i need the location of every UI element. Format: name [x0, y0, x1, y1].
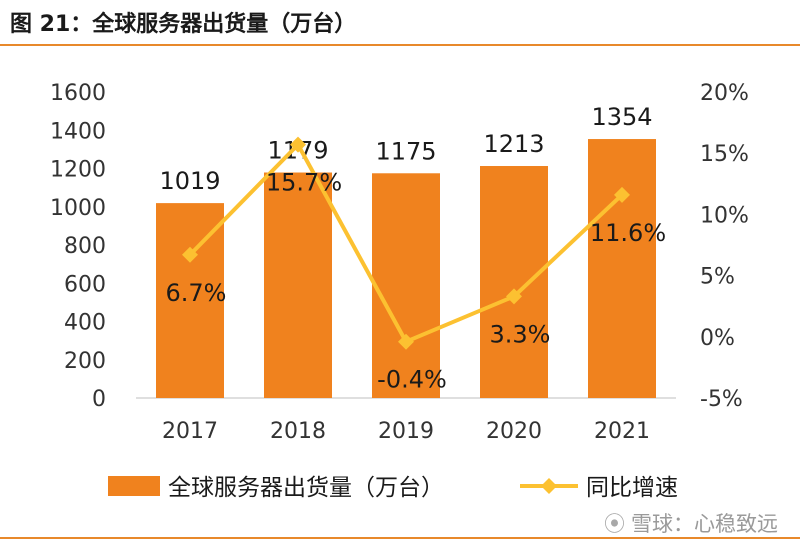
y-left-tick-label: 400 [64, 311, 106, 336]
legend-bar-label: 全球服务器出货量（万台） [168, 475, 444, 501]
legend-line-label: 同比增速 [586, 475, 678, 501]
growth-point [290, 136, 306, 153]
y-right-tick-label: 10% [700, 203, 749, 228]
bar-value-label: 1019 [159, 167, 220, 195]
x-tick-label: 2017 [162, 419, 218, 444]
bar-value-label: 1213 [483, 130, 544, 158]
legend-bar-swatch [108, 476, 160, 496]
growth-value-label: 3.3% [490, 320, 551, 348]
y-left-tick-label: 1400 [50, 119, 106, 144]
bar [264, 172, 332, 398]
bottom-rule [0, 537, 800, 539]
y-left-tick-label: 800 [64, 234, 106, 259]
growth-point [182, 246, 198, 263]
x-tick-label: 2018 [270, 419, 326, 444]
growth-value-label: 6.7% [166, 279, 227, 307]
x-tick-label: 2021 [594, 419, 650, 444]
growth-value-label: 15.7% [266, 169, 342, 197]
y-left-tick-label: 600 [64, 272, 106, 297]
y-right-tick-label: -5% [700, 387, 743, 412]
snowball-logo-icon: ⦿ [604, 512, 625, 536]
y-right-tick-label: 15% [700, 142, 749, 167]
y-left-tick-label: 0 [92, 387, 106, 412]
y-right-tick-label: 20% [700, 81, 749, 106]
y-left-tick-label: 1000 [50, 196, 106, 221]
watermark: ⦿ 雪球：心稳致远 [604, 508, 778, 538]
legend-line-marker [541, 478, 557, 494]
y-left-tick-label: 1200 [50, 158, 106, 183]
bar-value-label: 1175 [375, 137, 436, 165]
y-left-tick-label: 1600 [50, 81, 106, 106]
growth-point [398, 333, 414, 350]
growth-value-label: 11.6% [590, 219, 666, 247]
bar [156, 203, 224, 398]
growth-point [614, 186, 630, 203]
watermark-text: 雪球：心稳致远 [631, 512, 778, 536]
y-right-tick-label: 0% [700, 326, 735, 351]
bar-value-label: 1354 [591, 103, 652, 131]
top-rule [0, 44, 800, 46]
growth-point [506, 288, 522, 305]
bar [588, 139, 656, 399]
x-tick-label: 2019 [378, 419, 434, 444]
x-tick-label: 2020 [486, 419, 542, 444]
growth-value-label: -0.4% [377, 366, 447, 394]
y-right-tick-label: 5% [700, 265, 735, 290]
figure-title: 图 21：全球服务器出货量（万台） [10, 12, 357, 37]
bar [480, 166, 548, 398]
y-left-tick-label: 200 [64, 349, 106, 374]
bar [372, 173, 440, 398]
